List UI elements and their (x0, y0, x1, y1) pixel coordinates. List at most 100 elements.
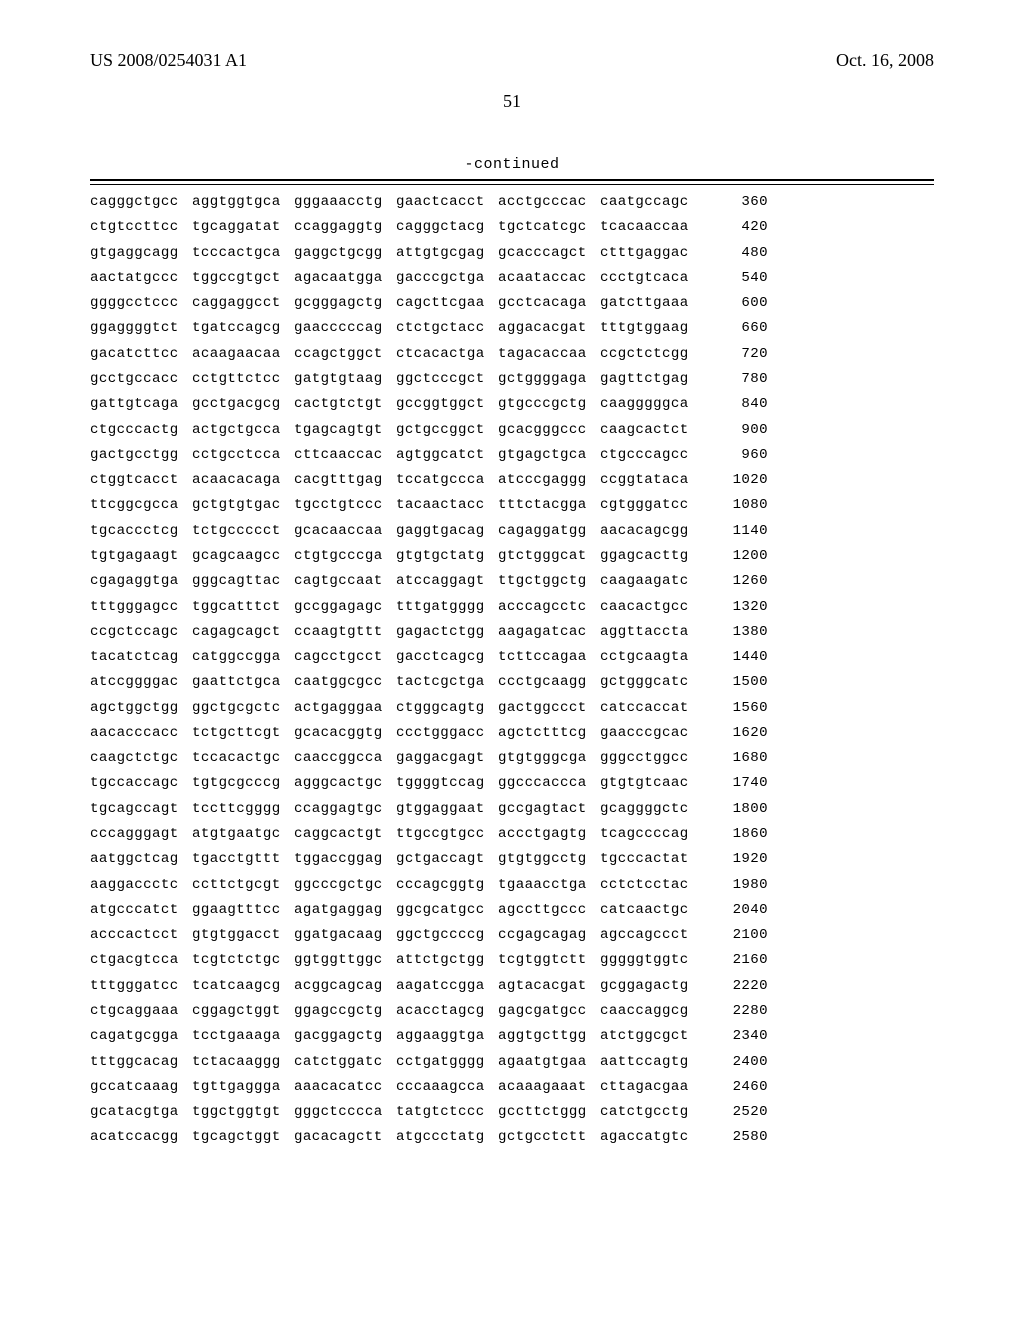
sequence-group: attgtgcgag (396, 246, 488, 260)
sequence-group: gactgcctgg (90, 448, 182, 462)
sequence-group: aatggctcag (90, 852, 182, 866)
sequence-group: gaggctgcgg (294, 246, 386, 260)
sequence-groups: tgcaccctcgtctgccccctgcacaaccaagaggtgacag… (90, 524, 692, 538)
sequence-position: 1320 (720, 600, 768, 614)
sequence-position: 600 (720, 296, 768, 310)
sequence-position: 1140 (720, 524, 768, 538)
sequence-group: tcgtggtctt (498, 953, 590, 967)
sequence-group: ccctgtcaca (600, 271, 692, 285)
sequence-group: ccctgggacc (396, 726, 488, 740)
sequence-group: gcacacggtg (294, 726, 386, 740)
sequence-position: 2520 (720, 1105, 768, 1119)
sequence-group: cctgcctcca (192, 448, 284, 462)
sequence-position: 660 (720, 321, 768, 335)
sequence-group: tgtgcgcccg (192, 776, 284, 790)
sequence-group: gaattctgca (192, 675, 284, 689)
sequence-position: 2160 (720, 953, 768, 967)
sequence-position: 720 (720, 347, 768, 361)
sequence-row: ccgctccagccagagcagctccaagtgtttgagactctgg… (90, 625, 934, 639)
sequence-group: atccggggac (90, 675, 182, 689)
sequence-row: aatggctcagtgacctgttttggaccggaggctgaccagt… (90, 852, 934, 866)
sequence-group: tgcctgtccc (294, 498, 386, 512)
sequence-groups: gattgtcagagcctgacgcgcactgtctgtgccggtggct… (90, 397, 692, 411)
sequence-group: tccacactgc (192, 751, 284, 765)
sequence-group: gtgtggacct (192, 928, 284, 942)
sequence-group: ggctgcgctc (192, 701, 284, 715)
sequence-groups: ggaggggtcttgatccagcggaacccccagctctgctacc… (90, 321, 692, 335)
sequence-position: 780 (720, 372, 768, 386)
sequence-group: tcatcaagcg (192, 979, 284, 993)
sequence-group: ggatgacaag (294, 928, 386, 942)
sequence-row: ctgcccactgactgctgccatgagcagtgtgctgccggct… (90, 423, 934, 437)
sequence-groups: tgccaccagctgtgcgcccgagggcactgctggggtccag… (90, 776, 692, 790)
sequence-group: agggcactgc (294, 776, 386, 790)
sequence-group: agacaatgga (294, 271, 386, 285)
sequence-group: tttgggagcc (90, 600, 182, 614)
sequence-group: agtacacgat (498, 979, 590, 993)
sequence-group: gagttctgag (600, 372, 692, 386)
sequence-group: tgcagccagt (90, 802, 182, 816)
sequence-group: tacaactacc (396, 498, 488, 512)
sequence-group: caacactgcc (600, 600, 692, 614)
sequence-group: aattccagtg (600, 1055, 692, 1069)
sequence-group: aggaaggtga (396, 1029, 488, 1043)
sequence-groups: tttgggatcctcatcaagcgacggcagcagaagatccgga… (90, 979, 692, 993)
sequence-group: gggctcccca (294, 1105, 386, 1119)
sequence-position: 2220 (720, 979, 768, 993)
sequence-group: tgagcagtgt (294, 423, 386, 437)
sequence-row: gccatcaaagtgttgagggaaaacacatcccccaaagcca… (90, 1080, 934, 1094)
sequence-listing: cagggctgccaggtggtgcagggaaacctggaactcacct… (90, 195, 934, 1145)
sequence-position: 1980 (720, 878, 768, 892)
sequence-group: tttctacgga (498, 498, 590, 512)
sequence-group: agctggctgg (90, 701, 182, 715)
sequence-group: gagcgatgcc (498, 1004, 590, 1018)
sequence-group: catggccgga (192, 650, 284, 664)
sequence-row: atgcccatctggaagtttccagatgaggagggcgcatgcc… (90, 903, 934, 917)
sequence-group: tgccaccagc (90, 776, 182, 790)
sequence-group: cctgatgggg (396, 1055, 488, 1069)
sequence-group: ccaagtgttt (294, 625, 386, 639)
sequence-group: ctgcccactg (90, 423, 182, 437)
sequence-group: tcttccagaa (498, 650, 590, 664)
sequence-row: tgcagccagttccttcggggccaggagtgcgtggaggaat… (90, 802, 934, 816)
sequence-group: gcagcaagcc (192, 549, 284, 563)
page-header: US 2008/0254031 A1 Oct. 16, 2008 (90, 50, 934, 71)
sequence-group: ttcggcgcca (90, 498, 182, 512)
sequence-row: caagctctgctccacactgccaaccggccagaggacgagt… (90, 751, 934, 765)
sequence-group: atcccgaggg (498, 473, 590, 487)
sequence-group: actgctgcca (192, 423, 284, 437)
sequence-group: gacccgctga (396, 271, 488, 285)
sequence-group: cagggctacg (396, 220, 488, 234)
sequence-group: gccggagagc (294, 600, 386, 614)
publication-number: US 2008/0254031 A1 (90, 50, 247, 71)
sequence-group: cttcaaccac (294, 448, 386, 462)
sequence-group: tgcccactat (600, 852, 692, 866)
sequence-group: ggtggttggc (294, 953, 386, 967)
sequence-row: ggggcctccccaggaggcctgcgggagctgcagcttcgaa… (90, 296, 934, 310)
sequence-group: atgtgaatgc (192, 827, 284, 841)
sequence-group: ctgacgtcca (90, 953, 182, 967)
sequence-group: ctggtcacct (90, 473, 182, 487)
sequence-group: tcacaaccaa (600, 220, 692, 234)
sequence-row: tttgggatcctcatcaagcgacggcagcagaagatccgga… (90, 979, 934, 993)
sequence-group: ccagctggct (294, 347, 386, 361)
sequence-row: agctggctggggctgcgctcactgagggaactgggcagtg… (90, 701, 934, 715)
sequence-groups: ctgcaggaaacggagctggtggagccgctgacacctagcg… (90, 1004, 692, 1018)
sequence-group: ctgcaggaaa (90, 1004, 182, 1018)
sequence-group: gccttctggg (498, 1105, 590, 1119)
sequence-group: agccagccct (600, 928, 692, 942)
sequence-group: ctcacactga (396, 347, 488, 361)
sequence-row: gcctgccacccctgttctccgatgtgtaagggctcccgct… (90, 372, 934, 386)
sequence-group: gcctcacaga (498, 296, 590, 310)
sequence-group: caagggggca (600, 397, 692, 411)
sequence-group: tggcatttct (192, 600, 284, 614)
sequence-position: 1020 (720, 473, 768, 487)
sequence-group: acccactcct (90, 928, 182, 942)
sequence-group: ccaggaggtg (294, 220, 386, 234)
sequence-group: atgcccatct (90, 903, 182, 917)
sequence-group: tccatgccca (396, 473, 488, 487)
sequence-position: 2400 (720, 1055, 768, 1069)
sequence-group: cttagacgaa (600, 1080, 692, 1094)
sequence-group: tgaaacctga (498, 878, 590, 892)
sequence-group: caaccggcca (294, 751, 386, 765)
